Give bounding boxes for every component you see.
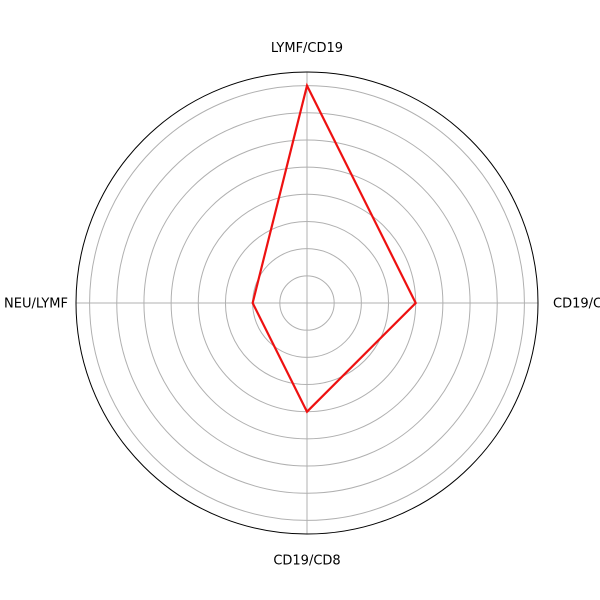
spoke-layer: [76, 72, 538, 534]
series-line-1: [251, 82, 418, 414]
series-layer: [251, 82, 418, 414]
category-label-1: LYMF/CD19: [271, 41, 343, 56]
category-label-3: CD19/CD8: [273, 553, 340, 568]
category-label-2: CD19/CD4: [553, 297, 600, 312]
category-label-4: NEU/LYMF: [4, 297, 68, 312]
outer-frame: [75, 71, 539, 535]
label-layer: LYMF/CD19 CD19/CD4 CD19/CD8 NEU/LYMF: [4, 41, 600, 568]
